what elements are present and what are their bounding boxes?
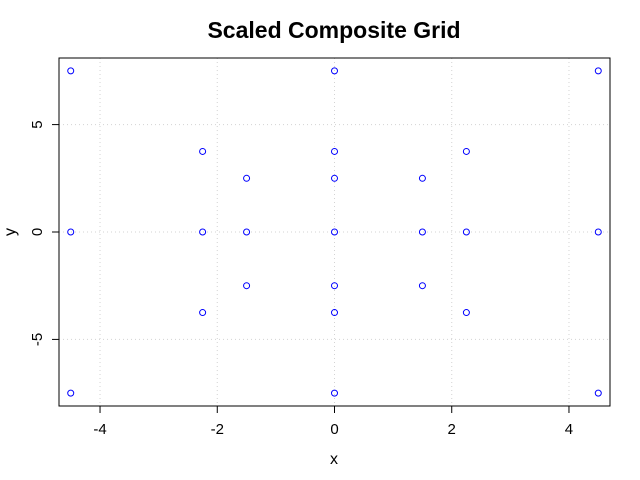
- x-axis-label: x: [330, 451, 338, 468]
- data-point: [331, 282, 338, 290]
- x-axis: -4 -2 0 2 4: [93, 405, 573, 438]
- x-tick-label: -4: [93, 421, 106, 438]
- data-point: [418, 174, 426, 182]
- data-point: [331, 228, 338, 236]
- data-point: [199, 228, 207, 236]
- data-point: [594, 228, 602, 236]
- data-point: [418, 282, 426, 290]
- data-point: [199, 147, 207, 155]
- data-point: [331, 309, 338, 317]
- y-axis-label: y: [2, 228, 19, 236]
- y-tick-label: 5: [29, 120, 46, 128]
- data-point: [243, 228, 251, 236]
- data-points: [67, 67, 602, 397]
- data-point: [67, 67, 75, 75]
- data-point: [462, 147, 470, 155]
- data-point: [331, 147, 338, 155]
- y-tick-label: 0: [29, 228, 46, 236]
- data-point: [462, 228, 470, 236]
- data-point: [331, 67, 338, 75]
- data-point: [243, 282, 251, 290]
- grid-lines: [59, 58, 610, 406]
- x-tick-label: 0: [330, 421, 338, 438]
- x-tick-label: -2: [211, 421, 224, 438]
- data-point: [594, 389, 602, 397]
- y-tick-label: -5: [29, 333, 46, 346]
- x-tick-label: 4: [565, 421, 573, 438]
- y-axis: -5 0 5: [29, 120, 60, 346]
- data-point: [243, 174, 251, 182]
- data-point: [462, 309, 470, 317]
- x-tick-label: 2: [448, 421, 456, 438]
- data-point: [67, 389, 75, 397]
- chart-title: Scaled Composite Grid: [207, 17, 460, 43]
- data-point: [418, 228, 426, 236]
- data-point: [331, 174, 338, 182]
- data-point: [67, 228, 75, 236]
- data-point: [199, 309, 207, 317]
- data-point: [594, 67, 602, 75]
- data-point: [331, 389, 338, 397]
